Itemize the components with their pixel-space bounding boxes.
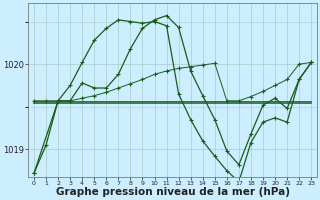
- X-axis label: Graphe pression niveau de la mer (hPa): Graphe pression niveau de la mer (hPa): [56, 187, 290, 197]
